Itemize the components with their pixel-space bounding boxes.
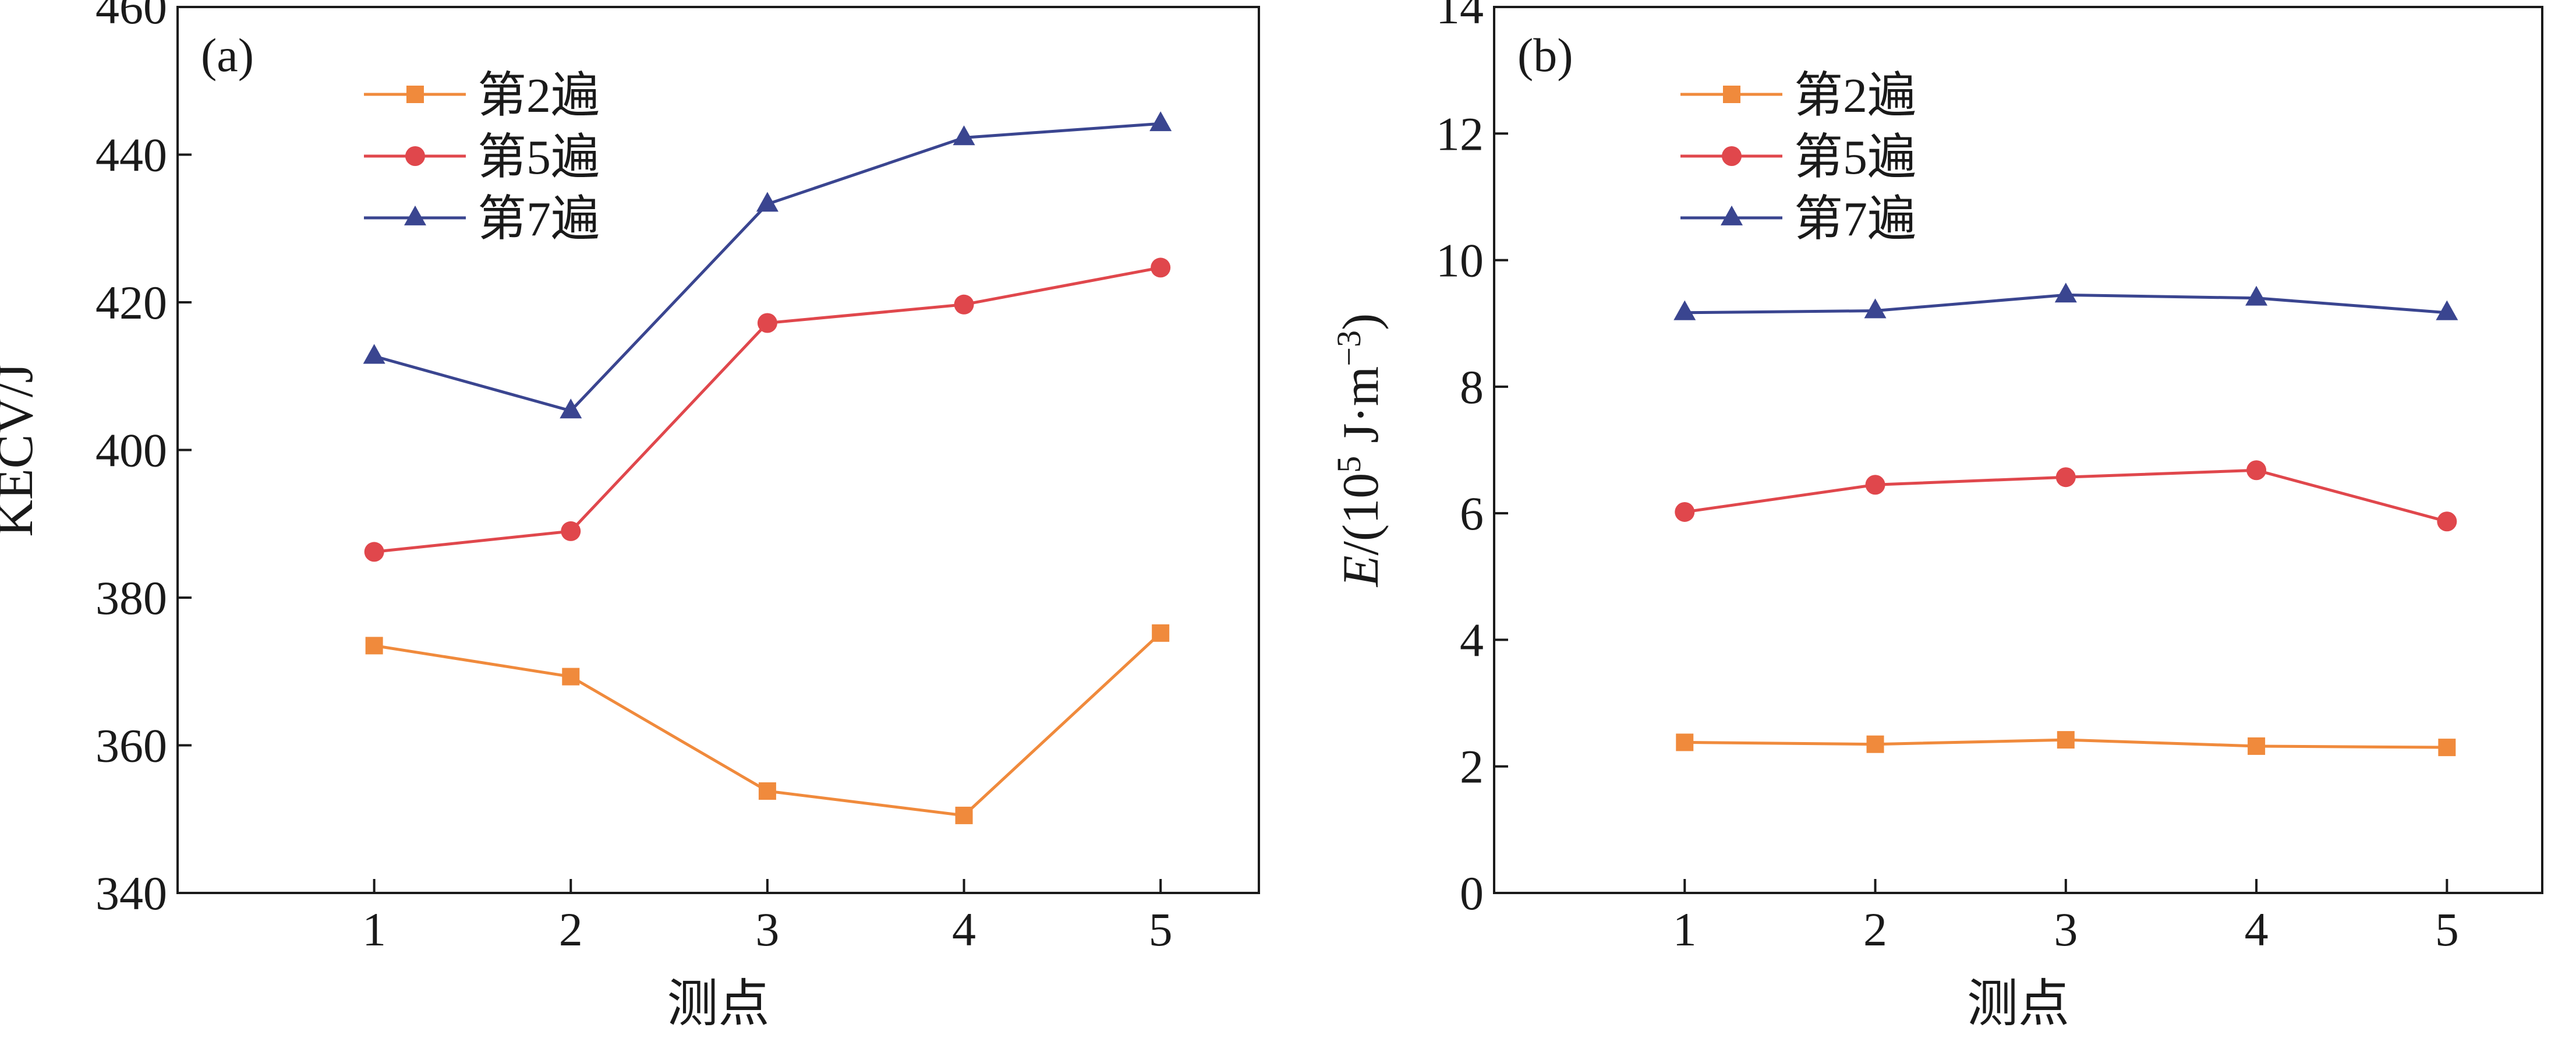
data-point: [1865, 475, 1885, 495]
y-tick-label: 12: [1436, 107, 1484, 160]
y-tick-label: 14: [1436, 0, 1484, 34]
data-point: [562, 668, 580, 686]
legend-label: 第5遍: [1794, 130, 1916, 185]
data-point: [1676, 733, 1694, 751]
y-tick-label: 6: [1460, 487, 1484, 540]
panel-label: (a): [201, 29, 254, 82]
data-point: [365, 637, 383, 655]
x-tick-label: 4: [952, 903, 976, 956]
y-tick-label: 340: [95, 867, 167, 920]
x-tick-label: 2: [559, 903, 583, 956]
data-point: [560, 398, 582, 419]
y-tick-label: 360: [95, 719, 167, 772]
data-point: [2436, 300, 2458, 320]
x-tick-label: 4: [2245, 903, 2269, 956]
data-point: [1864, 298, 1887, 319]
series-1: [365, 624, 1170, 824]
data-point: [2248, 737, 2266, 755]
series-3: [1673, 283, 2458, 320]
x-axis-title: 测点: [667, 976, 769, 1033]
legend-marker: [404, 205, 426, 225]
y-axis-title: E/(105 J·m−3): [1330, 313, 1389, 588]
data-point: [561, 521, 581, 541]
legend-marker: [1723, 86, 1740, 103]
legend-item: 第7遍: [1680, 192, 1916, 246]
data-point: [1151, 257, 1171, 278]
data-point: [1149, 111, 1172, 132]
legend-label: 第2遍: [477, 69, 600, 123]
y-axis-title-part: ): [1333, 313, 1389, 330]
y-tick-label: 4: [1460, 613, 1484, 666]
data-point: [1866, 735, 1884, 753]
y-tick-label: 0: [1460, 867, 1484, 920]
legend-label: 第7遍: [477, 192, 600, 246]
y-tick-label: 460: [95, 0, 167, 34]
y-tick-label: 400: [95, 424, 167, 477]
y-tick-label: 8: [1460, 361, 1484, 414]
data-point: [2245, 285, 2268, 306]
data-point: [2437, 511, 2457, 532]
y-tick-label: 420: [95, 276, 167, 329]
data-point: [1675, 502, 1695, 522]
legend-label: 第7遍: [1794, 192, 1916, 246]
legend-item: 第7遍: [364, 192, 600, 246]
data-point: [1673, 300, 1696, 320]
legend-label: 第2遍: [1794, 69, 1916, 123]
data-point: [2057, 731, 2075, 749]
series-3: [363, 111, 1172, 419]
y-axis-title-part: J·m: [1333, 366, 1389, 456]
data-point: [756, 192, 779, 212]
series-line: [374, 266, 1161, 553]
legend-marker: [406, 86, 424, 103]
y-tick-label: 440: [95, 129, 167, 182]
series-2: [1675, 460, 2457, 532]
legend-item: 第5遍: [364, 130, 600, 185]
y-axis-title-part: E: [1333, 556, 1389, 588]
x-tick-label: 3: [755, 903, 779, 956]
series-2: [364, 257, 1171, 562]
data-point: [758, 782, 776, 800]
legend-marker: [1721, 205, 1743, 225]
data-point: [2438, 739, 2456, 757]
y-axis-title-part: 5: [1330, 456, 1368, 473]
legend-item: 第2遍: [364, 69, 600, 123]
legend-label: 第5遍: [477, 130, 600, 185]
x-tick-label: 1: [362, 903, 386, 956]
panel-label: (b): [1517, 29, 1573, 82]
plot-frame: [176, 6, 1260, 894]
x-tick-label: 5: [2435, 903, 2459, 956]
legend-item: 第5遍: [1680, 130, 1916, 185]
x-axis-title: 测点: [1967, 976, 2069, 1033]
legend-marker: [1722, 146, 1742, 166]
data-point: [757, 313, 777, 333]
data-point: [2246, 460, 2267, 481]
data-point: [2055, 467, 2076, 488]
plot-frame: [1493, 6, 2543, 894]
chart-panel-a: 340 360 380 400 420 440 460 1 2 3 4 5 测点 KECV/J (a) 第2遍…: [0, 0, 1260, 1033]
data-point: [953, 125, 975, 146]
y-tick-label: 380: [95, 571, 167, 624]
legend-item: 第2遍: [1680, 69, 1916, 123]
legend-marker: [405, 146, 425, 166]
data-point: [955, 806, 973, 824]
y-axis-title-part: /(10: [1333, 473, 1389, 556]
y-axis-title: KECV/J: [0, 363, 44, 536]
x-tick-label: 3: [2054, 903, 2078, 956]
y-tick-label: 2: [1460, 740, 1484, 793]
x-tick-label: 2: [1863, 903, 1887, 956]
x-tick-label: 1: [1673, 903, 1697, 956]
data-point: [954, 294, 974, 315]
x-tick-label: 5: [1149, 903, 1173, 956]
y-tick-label: 10: [1436, 234, 1484, 287]
data-point: [2054, 283, 2077, 303]
data-point: [364, 542, 384, 562]
y-axis-title-part: −3: [1330, 330, 1368, 366]
series-1: [1676, 731, 2456, 757]
data-point: [363, 344, 385, 364]
data-point: [1152, 624, 1170, 642]
